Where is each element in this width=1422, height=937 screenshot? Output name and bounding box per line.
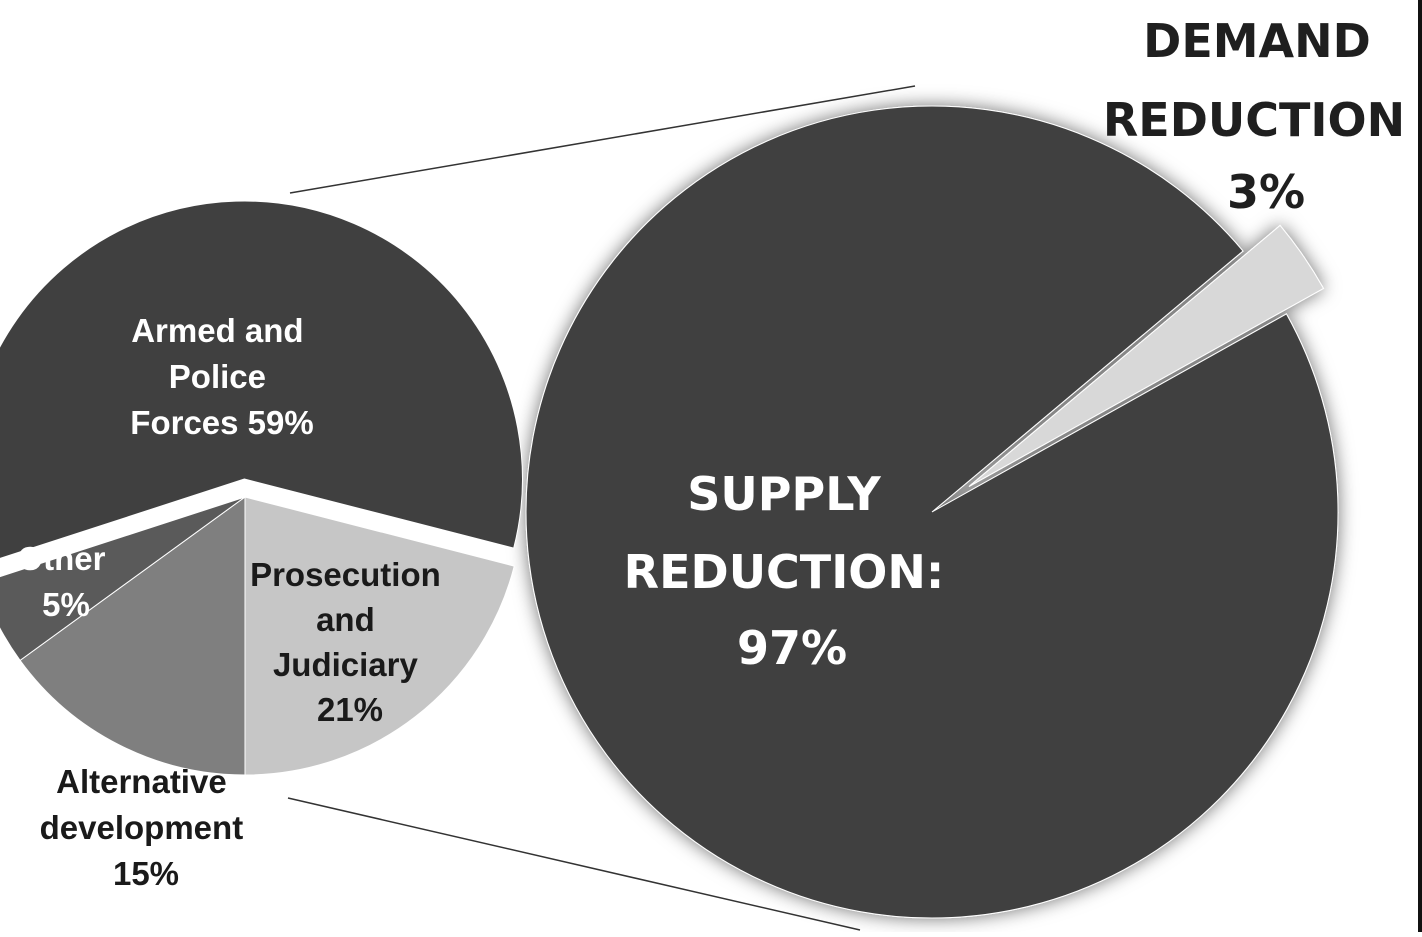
alternative-label-line: Alternative: [56, 763, 227, 800]
armed-label-line: Forces 59%: [130, 404, 313, 441]
pie-slice-other: [0, 496, 246, 662]
supply-label-line: 97%: [737, 621, 847, 675]
other-label: Other 5%: [17, 540, 114, 623]
alternative-development-label: Alternative development 15%: [40, 763, 253, 892]
supply-breakdown-pie: [0, 200, 523, 776]
armed-label-line: Police: [169, 358, 266, 395]
other-label-line: 5%: [42, 586, 90, 623]
demand-label-line: REDUCTION: [1103, 93, 1405, 147]
pie-slice-alternative: [19, 496, 246, 776]
prosecution-label: Prosecution and Judiciary 21%: [250, 556, 450, 728]
demand-reduction-label: DEMAND REDUCTION 3%: [1103, 14, 1421, 219]
prosecution-label-line: 21%: [317, 691, 383, 728]
prosecution-label-line: Prosecution: [250, 556, 441, 593]
armed-label-line: Armed and: [131, 312, 303, 349]
connector-line-bottom: [287, 797, 861, 931]
prosecution-label-line: Judiciary: [273, 646, 419, 683]
supply-label-line: REDUCTION:: [624, 545, 945, 599]
right-edge-border: [1418, 0, 1422, 932]
armed-forces-label: Armed and Police Forces 59%: [130, 312, 313, 441]
demand-label-line: DEMAND: [1143, 14, 1371, 68]
supply-demand-pie: [525, 105, 1339, 919]
pie-slice-demand: [968, 224, 1325, 487]
pie-slice-supply: [525, 105, 1339, 919]
alternative-label-line: 15%: [113, 855, 179, 892]
pie-slice-prosecution: [244, 496, 515, 776]
demand-label-line: 3%: [1227, 165, 1305, 219]
supply-reduction-label: SUPPLY REDUCTION: 97%: [624, 467, 961, 675]
connector-line-top: [289, 85, 916, 194]
alternative-label-line: development: [40, 809, 244, 846]
prosecution-label-line: and: [316, 601, 375, 638]
supply-label-line: SUPPLY: [687, 467, 881, 521]
pie-slice-armed: [0, 200, 523, 559]
other-label-line: Other: [17, 540, 105, 577]
